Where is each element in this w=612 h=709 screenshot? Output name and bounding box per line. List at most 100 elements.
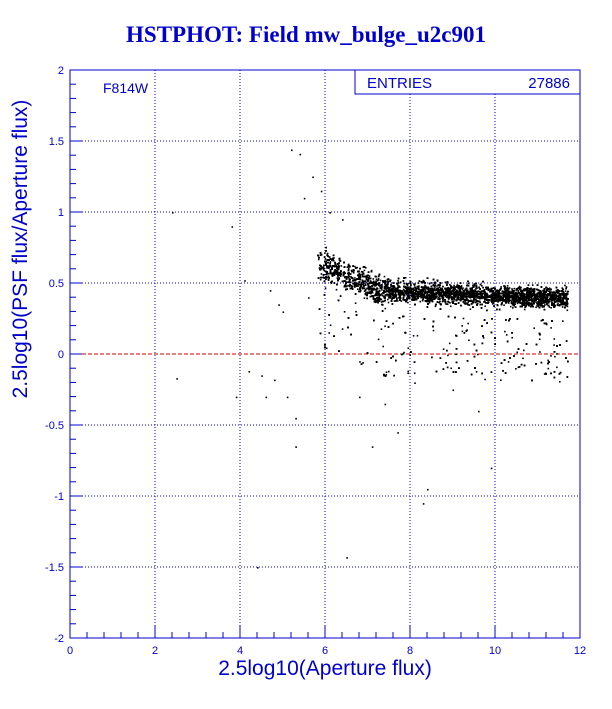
data-point <box>383 285 386 288</box>
data-point <box>464 300 467 303</box>
data-point <box>402 298 404 301</box>
data-point <box>528 297 531 300</box>
data-point <box>460 290 462 293</box>
data-point <box>516 302 519 305</box>
data-point <box>424 284 426 287</box>
data-point <box>390 286 392 288</box>
data-point <box>338 267 340 269</box>
data-point <box>496 289 499 291</box>
data-point <box>400 300 403 302</box>
data-point <box>539 304 541 307</box>
data-point <box>411 296 414 298</box>
data-point <box>431 282 433 284</box>
data-point <box>494 297 497 300</box>
data-point <box>412 335 415 337</box>
data-point <box>357 285 360 287</box>
data-point <box>422 279 425 282</box>
data-point <box>535 301 537 303</box>
data-point <box>553 338 556 340</box>
data-point <box>558 292 561 295</box>
data-point <box>380 328 383 330</box>
data-point <box>564 284 566 287</box>
data-point <box>469 308 472 310</box>
data-point <box>435 297 437 299</box>
data-point <box>378 295 381 298</box>
data-point <box>433 285 435 288</box>
data-point <box>556 353 558 355</box>
data-point <box>387 283 389 286</box>
data-point <box>326 267 328 269</box>
data-point <box>382 345 384 348</box>
data-point <box>505 288 507 290</box>
data-point <box>486 292 488 295</box>
data-point <box>474 285 476 287</box>
data-point <box>353 282 356 285</box>
data-point <box>457 298 460 301</box>
data-point <box>524 306 526 309</box>
data-point <box>354 302 357 304</box>
data-point <box>553 291 556 294</box>
data-point <box>548 287 551 290</box>
data-point <box>451 293 453 295</box>
data-point <box>473 291 475 294</box>
data-point <box>377 277 380 280</box>
data-point <box>485 288 488 291</box>
data-point <box>428 294 430 297</box>
data-point <box>343 311 346 313</box>
data-point <box>371 282 374 285</box>
data-point <box>317 258 320 261</box>
data-point <box>413 284 416 287</box>
data-point <box>409 288 411 290</box>
data-point <box>462 287 464 289</box>
data-point <box>561 294 564 296</box>
data-point <box>394 287 397 290</box>
data-point <box>561 298 564 301</box>
data-point <box>500 379 502 381</box>
data-point <box>365 281 367 284</box>
data-point <box>274 379 276 382</box>
data-point <box>384 403 387 406</box>
data-point <box>396 300 399 302</box>
data-point <box>383 300 385 303</box>
data-point <box>413 372 416 375</box>
data-point <box>352 272 355 274</box>
data-point <box>507 361 510 363</box>
data-point <box>324 258 327 260</box>
data-point <box>461 325 463 327</box>
data-point <box>354 277 356 279</box>
data-point <box>501 301 503 304</box>
data-point <box>399 281 402 283</box>
data-point <box>331 274 333 276</box>
data-point <box>407 372 409 375</box>
data-point <box>555 298 557 300</box>
data-point <box>340 265 343 267</box>
data-point <box>397 282 400 284</box>
chart-title: HSTPHOT: Field mw_bulge_u2c901 <box>126 22 486 47</box>
data-point <box>419 295 421 298</box>
data-point <box>329 261 332 263</box>
data-point <box>303 197 306 200</box>
data-point <box>416 334 419 337</box>
data-point <box>499 292 502 295</box>
data-point <box>409 354 411 356</box>
data-point <box>559 381 561 383</box>
data-point <box>363 297 366 299</box>
data-point <box>380 293 383 295</box>
data-point <box>494 298 496 301</box>
data-point <box>466 293 469 296</box>
data-point <box>441 295 443 298</box>
data-point <box>527 291 530 294</box>
data-point <box>487 288 489 291</box>
data-point <box>528 288 531 290</box>
data-point <box>350 284 352 287</box>
data-point <box>544 304 546 306</box>
data-point <box>407 370 409 373</box>
data-point <box>475 284 478 287</box>
data-point <box>387 298 389 301</box>
data-point <box>557 302 559 305</box>
data-point <box>231 226 234 228</box>
data-point <box>365 291 367 294</box>
data-point <box>265 396 268 399</box>
data-point <box>372 278 375 280</box>
